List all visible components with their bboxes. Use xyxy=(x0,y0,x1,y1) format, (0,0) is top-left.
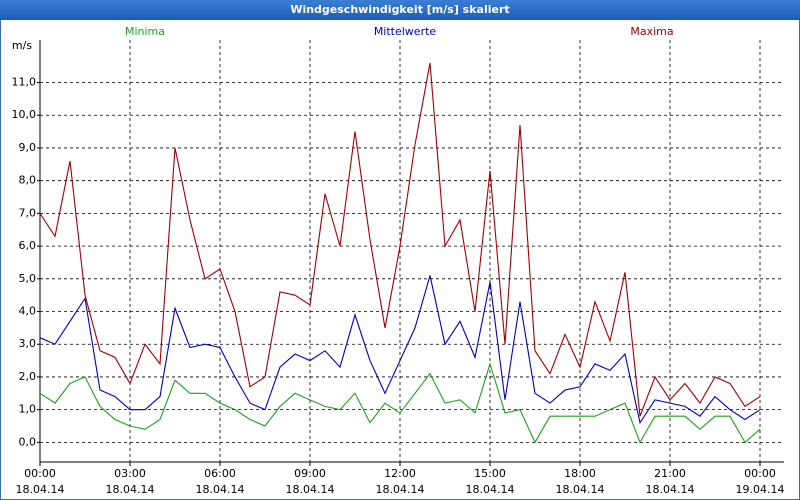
series-line xyxy=(39,62,761,417)
y-tick-label: 2,0 xyxy=(19,370,37,383)
title-bar xyxy=(0,0,800,20)
x-tick-label: 03:00 xyxy=(114,467,146,480)
x-tick-date: 18.04.14 xyxy=(556,483,605,496)
x-tick-label: 06:00 xyxy=(204,467,236,480)
y-tick-label: 4,0 xyxy=(19,305,37,318)
x-tick-label: 00:00 xyxy=(744,467,776,480)
y-tick-label: 9,0 xyxy=(19,141,37,154)
x-tick-label: 00:00 xyxy=(24,467,56,480)
x-tick-date: 18.04.14 xyxy=(646,483,695,496)
series-line xyxy=(39,361,761,444)
y-tick-label: 11,0 xyxy=(12,76,37,89)
x-tick-date: 18.04.14 xyxy=(286,483,335,496)
x-tick-date: 19.04.14 xyxy=(736,483,785,496)
x-tick-date: 18.04.14 xyxy=(466,483,515,496)
x-tick-label: 15:00 xyxy=(474,467,506,480)
y-tick-label: 10,0 xyxy=(12,108,37,121)
x-tick-date: 18.04.14 xyxy=(376,483,425,496)
y-tick-label: 6,0 xyxy=(19,239,37,252)
x-tick-label: 12:00 xyxy=(384,467,416,480)
x-tick-date: 18.04.14 xyxy=(106,483,155,496)
x-tick-date: 18.04.14 xyxy=(16,483,65,496)
x-tick-label: 09:00 xyxy=(294,467,326,480)
y-tick-label: 1,0 xyxy=(19,403,37,416)
x-tick-date: 18.04.14 xyxy=(196,483,245,496)
y-tick-label: 8,0 xyxy=(19,174,37,187)
series-line xyxy=(39,275,761,425)
x-tick-label: 21:00 xyxy=(654,467,686,480)
chart-title: Windgeschwindigkeit [m/s] skaliert xyxy=(290,3,509,16)
y-tick-label: 0,0 xyxy=(19,435,37,448)
x-tick-label: 18:00 xyxy=(564,467,596,480)
y-axis-unit: m/s xyxy=(12,39,32,52)
legend-entry: Mittelwerte xyxy=(374,25,437,38)
legend-entry: Minima xyxy=(125,25,165,38)
y-tick-label: 5,0 xyxy=(19,272,37,285)
y-tick-label: 7,0 xyxy=(19,206,37,219)
y-tick-label: 3,0 xyxy=(19,337,37,350)
legend-entry: Maxima xyxy=(630,25,673,38)
